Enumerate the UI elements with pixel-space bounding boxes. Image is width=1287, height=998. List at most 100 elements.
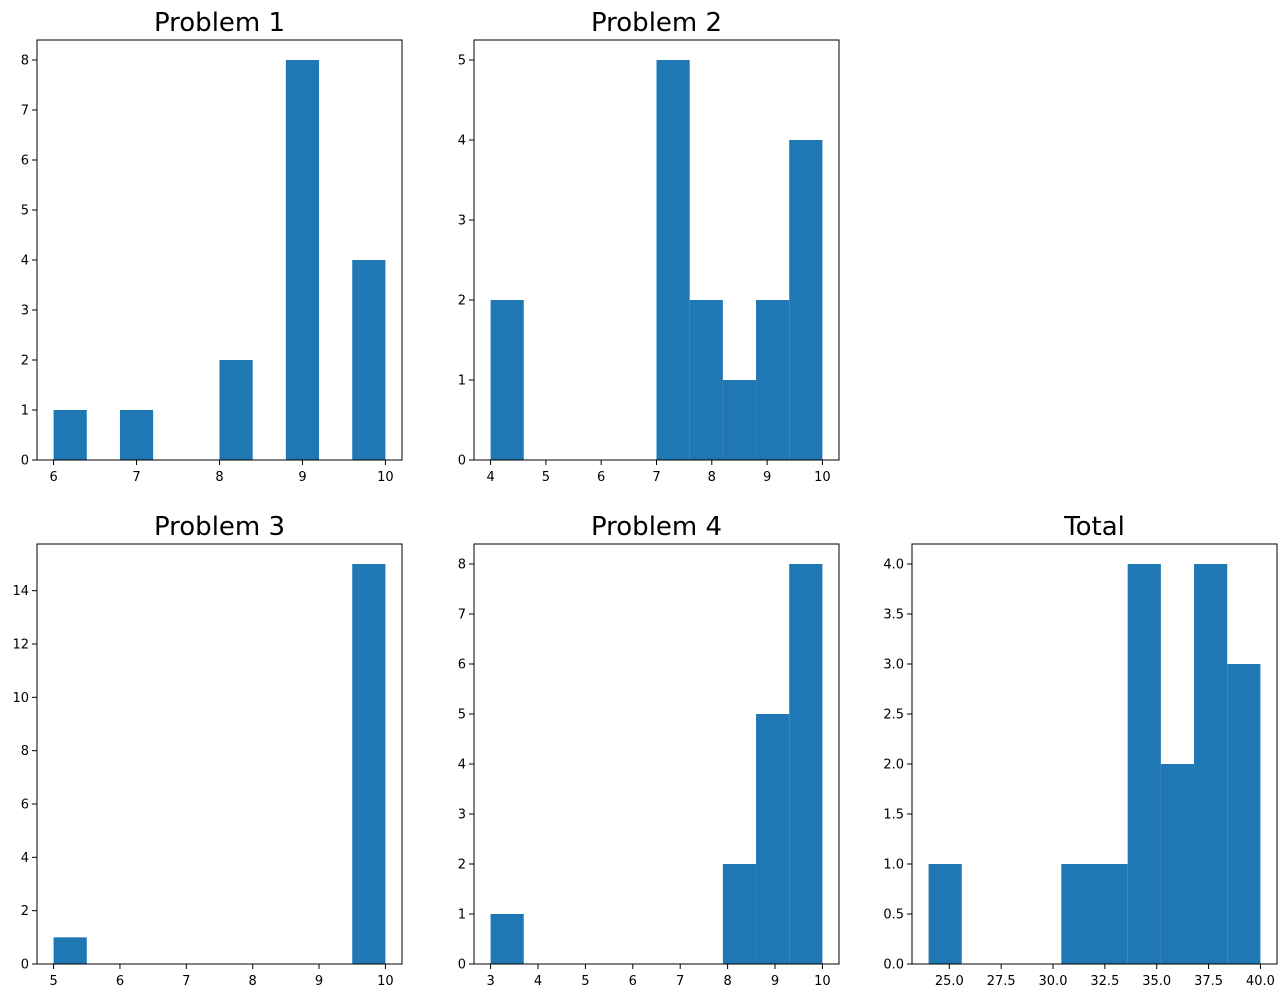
y-tick-label: 4 xyxy=(21,851,29,866)
histogram-bar xyxy=(1160,764,1195,964)
y-tick-label: 3.5 xyxy=(883,608,904,623)
histogram-bar xyxy=(219,360,253,460)
x-tick-label: 7 xyxy=(652,470,660,485)
histogram-bar xyxy=(789,140,823,460)
x-tick-label: 37.5 xyxy=(1194,974,1223,989)
x-tick-label: 5 xyxy=(49,974,57,989)
histogram-bar xyxy=(1094,864,1128,964)
y-tick-label: 0.0 xyxy=(883,958,904,973)
x-tick-label: 8 xyxy=(708,470,716,485)
x-tick-label: 32.5 xyxy=(1090,974,1119,989)
y-tick-label: 0 xyxy=(21,454,29,469)
x-tick-label: 7 xyxy=(182,974,190,989)
histogram-bar xyxy=(689,300,723,460)
histogram-bar xyxy=(756,300,790,460)
y-tick-label: 2.0 xyxy=(883,758,904,773)
chart-title: Problem 4 xyxy=(591,512,722,542)
chart-title: Problem 3 xyxy=(154,512,285,542)
y-tick-label: 4 xyxy=(458,134,466,149)
x-tick-label: 7 xyxy=(132,470,140,485)
y-tick-label: 1.0 xyxy=(883,858,904,873)
y-tick-label: 2 xyxy=(458,858,466,873)
histogram-bar xyxy=(1227,664,1261,964)
x-tick-label: 6 xyxy=(629,974,637,989)
x-tick-label: 30.0 xyxy=(1039,974,1068,989)
histogram-bar xyxy=(490,914,524,964)
x-tick-label: 9 xyxy=(298,470,306,485)
x-tick-label: 8 xyxy=(723,974,731,989)
histogram-panel: 6 7 8 9 10 0 1 2 3 4 5 6 7 8 Problem 1 xyxy=(21,8,403,485)
y-tick-label: 2 xyxy=(458,294,466,309)
x-tick-label: 35.0 xyxy=(1142,974,1171,989)
y-tick-label: 1 xyxy=(21,404,29,419)
x-tick-label: 40.0 xyxy=(1246,974,1275,989)
histogram-bar xyxy=(722,864,757,964)
x-tick-label: 10 xyxy=(814,470,831,485)
axes-frame xyxy=(473,543,840,965)
y-tick-label: 4 xyxy=(458,758,466,773)
x-tick-label: 9 xyxy=(763,470,771,485)
y-tick-label: 5 xyxy=(458,54,466,69)
y-tick-label: 0 xyxy=(21,958,29,973)
x-tick-label: 4 xyxy=(534,974,542,989)
y-tick-label: 7 xyxy=(21,104,29,119)
y-tick-label: 2 xyxy=(21,354,29,369)
x-tick-label: 7 xyxy=(676,974,684,989)
x-tick-label: 10 xyxy=(377,470,394,485)
y-tick-label: 6 xyxy=(458,658,466,673)
y-tick-label: 0.5 xyxy=(883,908,904,923)
y-tick-label: 6 xyxy=(21,798,29,813)
histogram-bar xyxy=(352,564,386,964)
x-tick-label: 6 xyxy=(597,470,605,485)
x-tick-label: 8 xyxy=(215,470,223,485)
axes-frame xyxy=(911,543,1278,965)
x-tick-label: 3 xyxy=(486,974,494,989)
y-tick-label: 1.5 xyxy=(883,808,904,823)
x-tick-label: 5 xyxy=(581,974,589,989)
y-tick-label: 3.0 xyxy=(883,658,904,673)
y-tick-label: 2.5 xyxy=(883,708,904,723)
y-tick-label: 3 xyxy=(458,808,466,823)
x-tick-label: 9 xyxy=(771,974,779,989)
x-tick-label: 25.0 xyxy=(935,974,964,989)
y-tick-label: 12 xyxy=(12,638,29,653)
histogram-bar xyxy=(928,864,962,964)
axes-frame xyxy=(36,543,403,965)
histogram-bar xyxy=(285,60,320,460)
y-tick-label: 2 xyxy=(21,904,29,919)
y-tick-label: 1 xyxy=(458,374,466,389)
y-tick-label: 7 xyxy=(458,608,466,623)
y-tick-label: 8 xyxy=(21,744,29,759)
x-tick-label: 6 xyxy=(116,974,124,989)
y-tick-label: 1 xyxy=(458,908,466,923)
chart-title: Problem 2 xyxy=(591,8,722,38)
x-tick-label: 10 xyxy=(814,974,831,989)
y-tick-label: 4 xyxy=(21,254,29,269)
histogram-panel: 3 4 5 6 7 8 9 10 0 1 2 3 4 5 6 7 8 Problem 4 xyxy=(458,512,840,989)
x-tick-label: 6 xyxy=(49,470,57,485)
histogram-bar xyxy=(1061,864,1095,964)
y-tick-label: 0 xyxy=(458,454,466,469)
histogram-bar xyxy=(490,300,524,460)
y-tick-label: 6 xyxy=(21,154,29,169)
chart-title: Total xyxy=(1063,512,1125,542)
y-tick-label: 4.0 xyxy=(883,558,904,573)
x-tick-label: 10 xyxy=(377,974,394,989)
y-tick-label: 5 xyxy=(458,708,466,723)
histogram-bar xyxy=(656,60,690,460)
y-tick-label: 5 xyxy=(21,204,29,219)
histogram-bar xyxy=(53,937,87,964)
histogram-panel: 4 5 6 7 8 9 10 0 1 2 3 4 5 Problem 2 xyxy=(458,8,840,485)
x-tick-label: 4 xyxy=(486,470,494,485)
y-tick-label: 8 xyxy=(21,54,29,69)
histogram-bar xyxy=(722,380,757,460)
x-tick-label: 5 xyxy=(542,470,550,485)
y-tick-label: 8 xyxy=(458,558,466,573)
y-tick-label: 10 xyxy=(12,691,29,706)
x-tick-label: 9 xyxy=(315,974,323,989)
x-tick-label: 8 xyxy=(249,974,257,989)
chart-title: Problem 1 xyxy=(154,8,285,38)
histogram-panel: 5 6 7 8 9 10 0 2 4 6 8 10 12 14 Problem 3 xyxy=(12,512,403,989)
histogram-bar xyxy=(1127,564,1161,964)
